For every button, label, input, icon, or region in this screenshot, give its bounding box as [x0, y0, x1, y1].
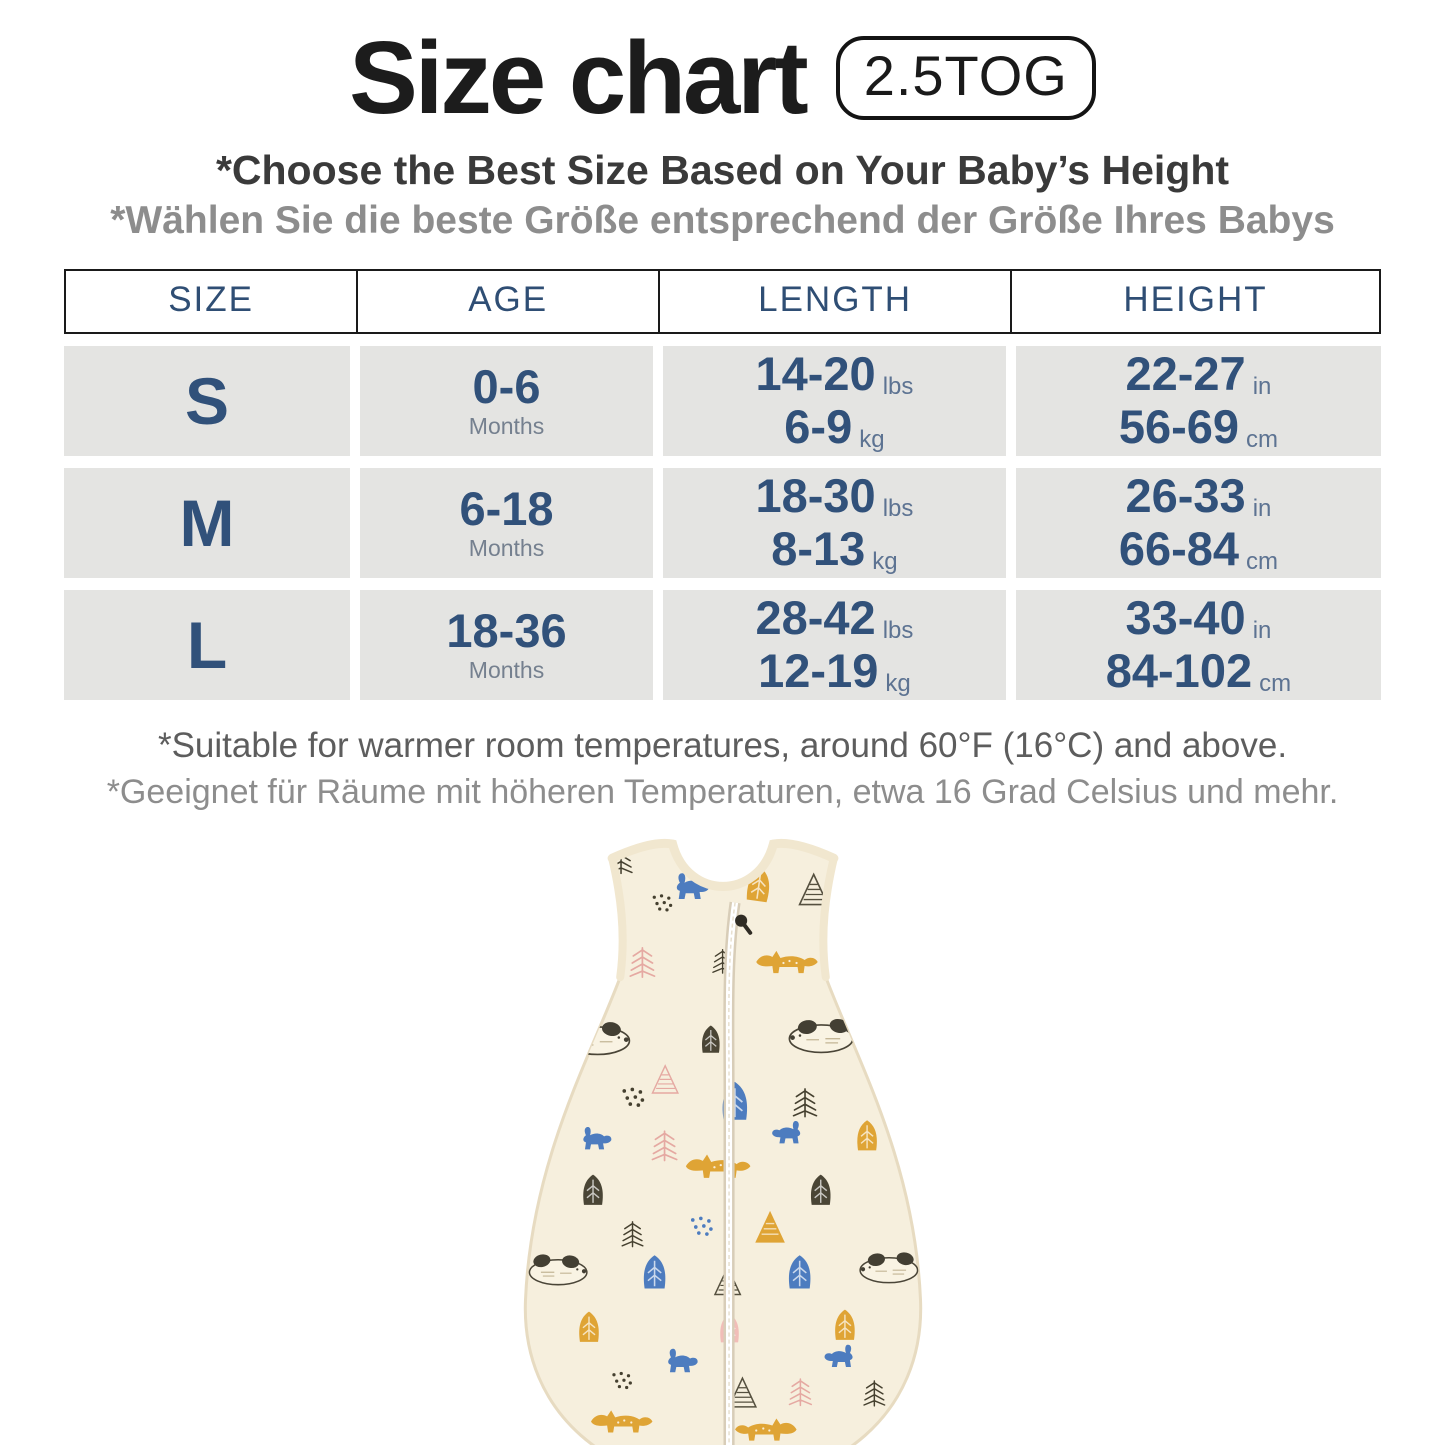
- tog-badge: 2.5TOG: [835, 35, 1096, 120]
- weight-lbs-unit: lbs: [882, 617, 914, 645]
- weight-lbs-line: 14-20 lbs: [755, 348, 913, 401]
- age-value: 0-6: [472, 359, 541, 413]
- size-value: M: [179, 486, 235, 560]
- subtitle-english: *Choose the Best Size Based on Your Baby…: [215, 147, 1230, 193]
- weight-kg-value: 8-13: [771, 522, 866, 575]
- cell-weight: 18-30 lbs 8-13 kg: [662, 468, 1006, 578]
- height-in-unit: in: [1252, 495, 1272, 523]
- cell-age: 6-18 Months: [360, 468, 653, 578]
- col-header-size: SIZE: [168, 280, 254, 319]
- header: Size chart 2.5TOG *Choose the Best Size …: [0, 0, 1445, 243]
- footnotes: *Suitable for warmer room temperatures, …: [0, 726, 1445, 812]
- cell-weight: 14-20 lbs 6-9 kg: [662, 346, 1006, 456]
- weight-kg-line: 12-19 kg: [758, 644, 911, 698]
- weight-kg-unit: kg: [859, 426, 885, 453]
- table-header-row: SIZE AGE LENGTH HEIGHT: [64, 269, 1381, 334]
- armhole-trim-right: [818, 854, 838, 982]
- footnote-german: *Geeignet für Räume mit höheren Temperat…: [106, 773, 1339, 811]
- height-cm-line: 56-69 cm: [1118, 400, 1279, 454]
- cell-age: 0-6 Months: [360, 346, 653, 456]
- weight-kg-unit: kg: [885, 670, 911, 697]
- col-header-height: HEIGHT: [1010, 271, 1379, 332]
- height-cm-value: 66-84: [1118, 522, 1240, 575]
- cell-size: M: [64, 468, 351, 578]
- height-cm-line: 84-102 cm: [1105, 644, 1292, 698]
- height-in-line: 26-33 in: [1125, 470, 1271, 523]
- height-cm-unit: cm: [1246, 548, 1279, 575]
- table-row: M 6-18 Months 18-30 lbs 8-13 kg 26-33: [64, 468, 1381, 578]
- weight-lbs-line: 18-30 lbs: [755, 470, 913, 523]
- size-table: SIZE AGE LENGTH HEIGHT S 0-6 Months 14-2…: [64, 269, 1381, 700]
- age-value: 18-36: [446, 603, 567, 657]
- age-unit: Months: [468, 412, 545, 439]
- height-in-line: 22-27 in: [1125, 348, 1271, 401]
- table-row: S 0-6 Months 14-20 lbs 6-9 kg 22-27 i: [64, 346, 1381, 456]
- weight-kg-unit: kg: [872, 548, 898, 575]
- weight-lbs-unit: lbs: [882, 373, 914, 401]
- height-in-unit: in: [1252, 373, 1272, 401]
- footnote-english: *Suitable for warmer room temperatures, …: [157, 726, 1288, 765]
- sleep-sack-illustration: [523, 838, 922, 1445]
- armhole-trim-left: [607, 854, 627, 982]
- weight-lbs-value: 14-20: [755, 347, 876, 401]
- height-cm-unit: cm: [1246, 426, 1279, 453]
- weight-lbs-line: 28-42 lbs: [755, 592, 913, 645]
- title-row: Size chart 2.5TOG: [0, 26, 1445, 129]
- cell-height: 33-40 in 84-102 cm: [1015, 590, 1381, 700]
- size-value: L: [186, 608, 228, 682]
- age-value: 6-18: [459, 481, 554, 535]
- weight-lbs-value: 28-42: [755, 591, 876, 645]
- weight-kg-value: 12-19: [758, 644, 879, 697]
- height-in-value: 26-33: [1125, 469, 1246, 523]
- cell-weight: 28-42 lbs 12-19 kg: [662, 590, 1006, 700]
- cell-age: 18-36 Months: [360, 590, 653, 700]
- weight-kg-line: 6-9 kg: [784, 400, 885, 454]
- cell-height: 26-33 in 66-84 cm: [1015, 468, 1381, 578]
- zipper: [722, 901, 752, 1445]
- age-unit: Months: [468, 534, 545, 561]
- height-in-unit: in: [1252, 617, 1272, 645]
- height-cm-value: 84-102: [1105, 644, 1253, 697]
- height-in-value: 22-27: [1125, 347, 1246, 401]
- cell-size: S: [64, 346, 351, 456]
- subtitle-german: *Wählen Sie die beste Größe entsprechend…: [110, 199, 1335, 242]
- cell-size: L: [64, 590, 351, 700]
- height-in-line: 33-40 in: [1125, 592, 1271, 645]
- height-cm-unit: cm: [1259, 670, 1292, 697]
- age-unit: Months: [468, 656, 545, 683]
- col-header-length: LENGTH: [658, 271, 1010, 332]
- table-row: L 18-36 Months 28-42 lbs 12-19 kg 33-40: [64, 590, 1381, 700]
- weight-lbs-unit: lbs: [882, 495, 914, 523]
- height-in-value: 33-40: [1125, 591, 1246, 645]
- col-header-age: AGE: [356, 271, 658, 332]
- cell-height: 22-27 in 56-69 cm: [1015, 346, 1381, 456]
- weight-kg-line: 8-13 kg: [771, 522, 898, 576]
- size-value: S: [185, 364, 230, 438]
- height-cm-value: 56-69: [1118, 400, 1240, 453]
- neckline-trim: [607, 838, 838, 891]
- height-cm-line: 66-84 cm: [1118, 522, 1279, 576]
- weight-kg-value: 6-9: [784, 400, 853, 453]
- product-image-area: [0, 828, 1445, 1445]
- page-title: Size chart: [349, 20, 809, 135]
- weight-lbs-value: 18-30: [755, 469, 876, 523]
